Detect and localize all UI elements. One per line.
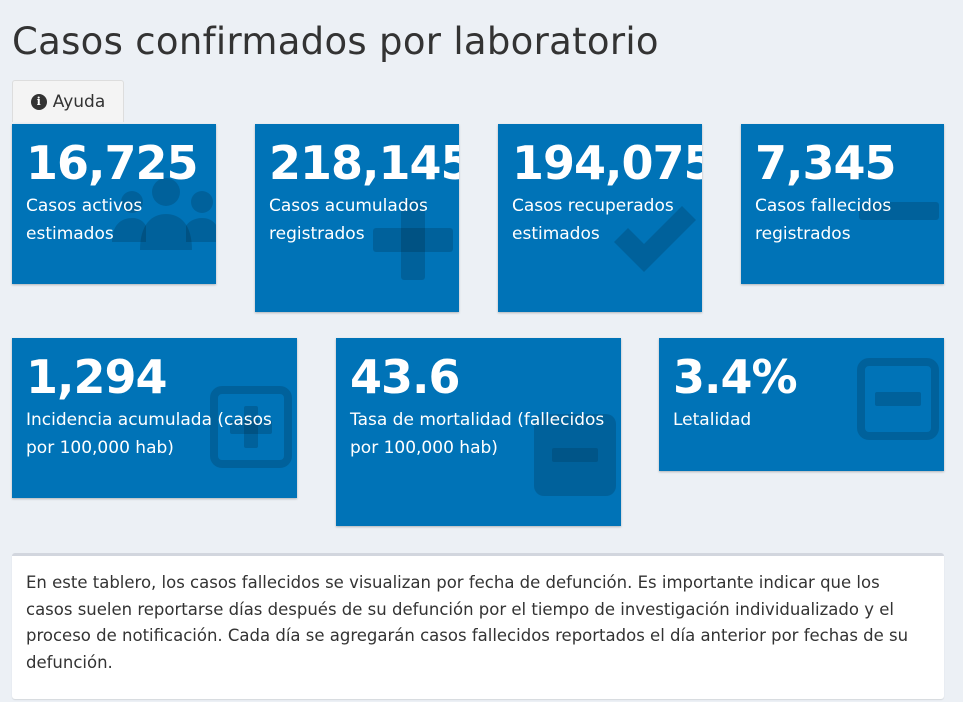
info-icon: i xyxy=(30,93,47,110)
stat-value: 43.6 xyxy=(350,350,461,404)
stat-box-deceased-cases: 7,345 Casos fallecidos registrados xyxy=(741,124,944,284)
stat-label: Casos activos estimados xyxy=(26,196,143,244)
stat-box-mortality-rate: 43.6 Tasa de mortalidad (fallecidos por … xyxy=(336,338,621,526)
info-note-text: En este tablero, los casos fallecidos se… xyxy=(26,573,909,672)
minus-square-icon xyxy=(534,414,616,496)
stat-box-lethality: 3.4% Letalidad xyxy=(659,338,944,471)
stat-value: 7,345 xyxy=(755,136,897,190)
stat-value: 218,145 xyxy=(269,136,459,190)
stat-label: Tasa de mortalidad (fallecidos por 100,0… xyxy=(350,410,605,458)
page-title: Casos confirmados por laboratorio xyxy=(12,20,659,63)
stat-box-active-cases: 16,725 Casos activos estimados xyxy=(12,124,216,284)
plus-icon xyxy=(373,200,453,280)
stat-box-incidence: 1,294 Incidencia acumulada (casos por 10… xyxy=(12,338,297,498)
stat-label: Letalidad xyxy=(673,410,752,430)
help-button[interactable]: i Ayuda xyxy=(12,80,124,122)
stat-label: Casos acumulados registrados xyxy=(269,196,428,244)
stat-value: 16,725 xyxy=(26,136,199,190)
stat-label: Casos recuperados estimados xyxy=(512,196,674,244)
stat-label: Casos fallecidos registrados xyxy=(755,196,892,244)
users-icon xyxy=(112,178,216,250)
stat-box-accumulated-cases: 218,145 Casos acumulados registrados xyxy=(255,124,459,312)
help-button-label: Ayuda xyxy=(52,91,106,112)
stat-value: 194,075 xyxy=(512,136,702,190)
plus-square-icon xyxy=(210,386,292,468)
minus-square-outline-icon xyxy=(857,358,939,440)
info-note: En este tablero, los casos fallecidos se… xyxy=(12,553,944,699)
minus-icon xyxy=(859,202,939,220)
stat-label: Incidencia acumulada (casos por 100,000 … xyxy=(26,410,272,458)
check-icon xyxy=(614,206,696,272)
stat-box-recovered-cases: 194,075 Casos recuperados estimados xyxy=(498,124,702,312)
stat-value: 1,294 xyxy=(26,350,168,404)
stat-value: 3.4% xyxy=(673,350,798,404)
